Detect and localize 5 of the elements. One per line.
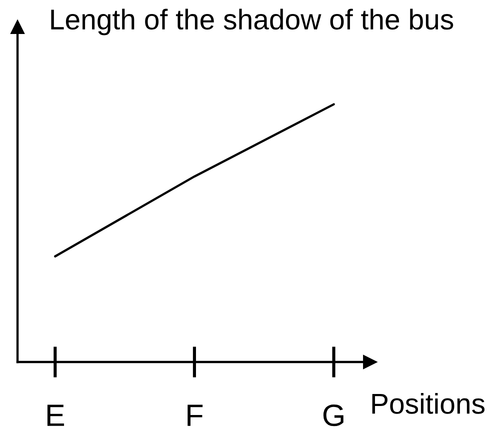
x-axis-title: Positions	[372, 392, 484, 414]
x-tick-label: G	[323, 404, 344, 426]
x-tick-label: F	[188, 404, 203, 426]
y-axis-title: Length of the shadow of the bus	[51, 8, 454, 36]
x-tick-label: E	[47, 404, 64, 426]
